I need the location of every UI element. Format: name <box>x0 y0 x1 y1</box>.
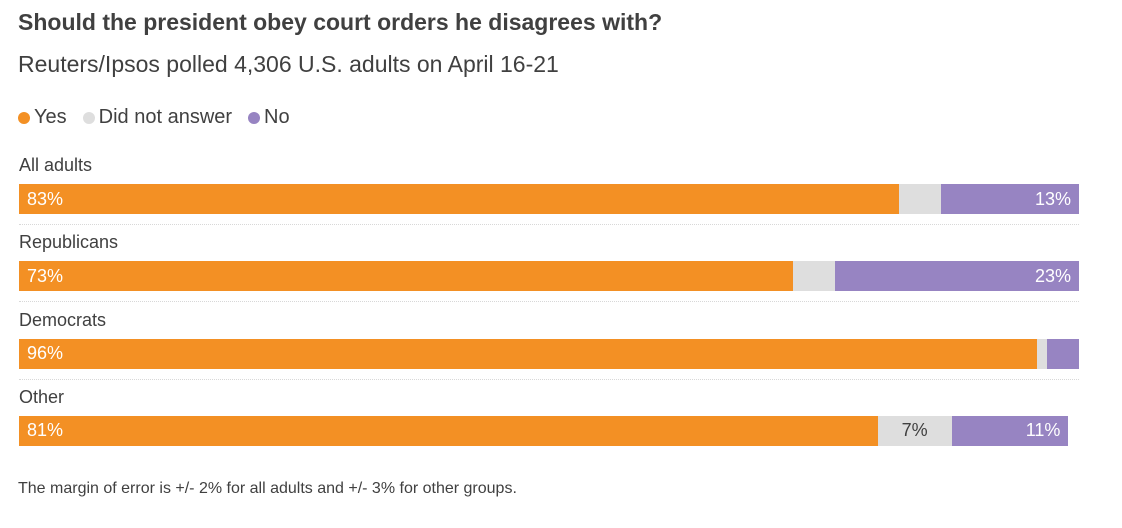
chart-legend: Yes Did not answer No <box>18 106 306 129</box>
legend-label-did-not-answer: Did not answer <box>98 106 233 128</box>
bar-segment-yes: 83% <box>19 184 899 214</box>
legend-label-yes: Yes <box>34 106 67 128</box>
legend-item-yes: Yes <box>18 106 67 129</box>
data-label: 11% <box>1025 420 1061 441</box>
bar-row-all-adults: All adults 83% 13% <box>19 155 1079 232</box>
row-divider <box>19 301 1079 303</box>
legend-swatch-no <box>248 111 261 124</box>
data-label: 83% <box>27 188 64 209</box>
chart-subtitle: Reuters/Ipsos polled 4,306 U.S. adults o… <box>18 51 559 77</box>
category-label: All adults <box>19 155 93 175</box>
category-label: Republicans <box>19 232 119 253</box>
legend-swatch-did-not-answer <box>82 111 95 124</box>
bar-row-other: Other 81% 7% 11% <box>19 387 1079 464</box>
bar-segment-yes: 73% <box>19 261 793 292</box>
bar-segment-no <box>1047 338 1079 369</box>
legend-swatch-yes <box>18 111 30 124</box>
chart-footnote: The margin of error is +/- 2% for all ad… <box>18 480 517 497</box>
bar-segment-no: 11% <box>951 415 1069 446</box>
data-label: 13% <box>1034 188 1071 209</box>
bar-row-democrats: Democrats 96% <box>19 310 1079 387</box>
category-label: Other <box>19 386 65 407</box>
data-label: 73% <box>27 265 64 286</box>
bar-segment-no: 13% <box>941 184 1079 214</box>
bar-segment-na <box>898 184 942 214</box>
legend-label-no: No <box>264 106 290 128</box>
bar-segment-na <box>1036 338 1048 369</box>
stacked-bar: 83% 13% <box>19 184 1079 214</box>
bar-row-republicans: Republicans 73% 23% <box>19 232 1079 309</box>
bar-segment-na: 7% <box>877 415 952 446</box>
chart-title: Should the president obey court orders h… <box>18 9 663 35</box>
data-label: 7% <box>901 420 928 441</box>
legend-item-no: No <box>248 106 290 129</box>
bar-segment-no: 23% <box>835 261 1079 292</box>
category-label: Democrats <box>19 309 107 330</box>
row-divider <box>19 224 1079 225</box>
data-label: 81% <box>27 420 64 441</box>
stacked-bar: 81% 7% 11% <box>19 415 1079 446</box>
stacked-bar: 96% <box>19 338 1079 369</box>
row-divider <box>19 378 1079 380</box>
bar-segment-yes: 81% <box>19 415 878 446</box>
stacked-bar: 73% 23% <box>19 261 1079 292</box>
legend-item-did-not-answer: Did not answer <box>82 106 233 129</box>
data-label: 23% <box>1034 265 1071 286</box>
stacked-bar-chart: All adults 83% 13% Republicans 73% 23% Democra… <box>19 155 1079 455</box>
bar-segment-na <box>792 261 836 292</box>
bar-segment-yes: 96% <box>19 338 1037 369</box>
data-label: 96% <box>27 343 64 364</box>
